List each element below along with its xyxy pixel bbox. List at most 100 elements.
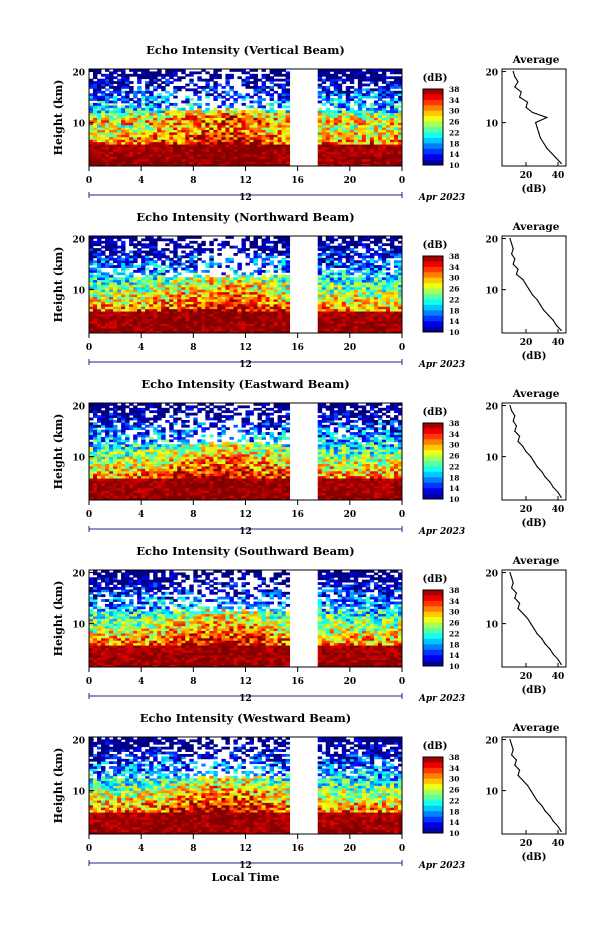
colorbar-swatch	[423, 138, 443, 144]
profile-point	[546, 117, 547, 118]
profile-point	[516, 759, 517, 760]
colorbar-swatch	[423, 100, 443, 106]
date-label: Apr 2023	[418, 360, 465, 370]
profile-point	[514, 598, 515, 599]
x-tick-label: 4	[138, 343, 144, 353]
chart-title: Echo Intensity (Westward Beam)	[140, 711, 351, 725]
profile-title: Average	[512, 54, 560, 66]
colorbar-swatch	[423, 327, 443, 333]
colorbar-swatch	[423, 105, 443, 111]
profile-point	[545, 476, 546, 477]
colorbar-swatch	[423, 757, 443, 763]
colorbar-swatch	[423, 784, 443, 790]
colorbar-swatch	[423, 762, 443, 768]
colorbar-swatch	[423, 310, 443, 316]
profile-point	[519, 603, 520, 604]
profile-x-label: (dB)	[522, 184, 547, 195]
date-label: Apr 2023	[418, 861, 465, 871]
x-tick-label: 4	[138, 677, 144, 687]
x-axis-label: Local Time	[212, 871, 280, 884]
profile-point	[561, 163, 562, 164]
profile-x-tick-label: 40	[552, 839, 565, 849]
x-tick-label: 8	[190, 510, 196, 520]
colorbar-swatch	[423, 817, 443, 823]
profile-point	[533, 628, 534, 629]
colorbar-tick-label: 22	[449, 796, 459, 805]
colorbar-swatch	[423, 612, 443, 618]
chart-title: Echo Intensity (Northward Beam)	[136, 210, 354, 224]
profile-point	[525, 107, 526, 108]
x-tick-label: 16	[291, 677, 304, 687]
colorbar-tick-label: 26	[449, 786, 459, 795]
colorbar-swatch	[423, 299, 443, 305]
profile-point	[525, 284, 526, 285]
x-tick-label: 4	[138, 510, 144, 520]
colorbar-swatch	[423, 822, 443, 828]
x-tick-label: 0	[86, 510, 92, 520]
colorbar-swatch	[423, 94, 443, 100]
y-axis-label: Height (km)	[52, 247, 65, 323]
profile-point	[514, 415, 515, 416]
profile-frame	[502, 570, 566, 667]
profile-x-label: (dB)	[522, 351, 547, 362]
profile-line	[510, 239, 561, 331]
colorbar-swatch	[423, 89, 443, 95]
profile-x-tick-label: 20	[520, 839, 533, 849]
x-tick-label: 12	[239, 844, 252, 854]
colorbar-swatch	[423, 278, 443, 284]
colorbar-tick-label: 38	[449, 419, 459, 428]
profile-point	[516, 592, 517, 593]
profile-point	[530, 456, 531, 457]
profile-point	[509, 238, 510, 239]
colorbar-tick-label: 10	[449, 829, 459, 838]
profile-point	[545, 643, 546, 644]
colorbar-swatch	[423, 779, 443, 785]
profile-frame	[502, 737, 566, 834]
profile-point	[517, 608, 518, 609]
chart-panel-1: Echo Intensity (Vertical Beam)2010Height…	[52, 43, 566, 203]
colorbar-swatch	[423, 461, 443, 467]
profile-line	[510, 740, 561, 832]
x-tick-label: 20	[344, 844, 357, 854]
colorbar-swatch	[423, 127, 443, 133]
profile-point	[541, 471, 542, 472]
profile-y-tick-label: 20	[485, 403, 498, 413]
colorbar-tick-label: 30	[449, 608, 459, 617]
profile-y-tick-label: 10	[485, 621, 498, 631]
chart-panel-2: Echo Intensity (Northward Beam)2010Heigh…	[52, 210, 566, 370]
colorbar-unit: (dB)	[423, 240, 448, 251]
profile-point	[540, 137, 541, 138]
profile-x-tick-label: 40	[552, 338, 565, 348]
profile-point	[533, 461, 534, 462]
colorbar-tick-label: 18	[449, 473, 459, 482]
profile-point	[514, 765, 515, 766]
x-tick-label: 8	[190, 677, 196, 687]
profile-y-tick-label: 10	[485, 120, 498, 130]
colorbar-swatch	[423, 160, 443, 166]
y-tick-label: 10	[72, 788, 85, 798]
x-tick-label: 16	[291, 510, 304, 520]
colorbar-tick-label: 14	[449, 150, 459, 159]
profile-frame	[502, 236, 566, 333]
x-tick-label: 12	[239, 510, 252, 520]
colorbar-swatch	[423, 111, 443, 117]
profile-point	[553, 487, 554, 488]
colorbar-swatch	[423, 472, 443, 478]
date-label: Apr 2023	[418, 694, 465, 704]
profile-point	[553, 654, 554, 655]
profile-y-tick-label: 20	[485, 570, 498, 580]
colorbar-tick-label: 30	[449, 441, 459, 450]
profile-y-tick-label: 10	[485, 454, 498, 464]
y-tick-label: 20	[72, 69, 85, 79]
colorbar-swatch	[423, 272, 443, 278]
date-label: Apr 2023	[418, 193, 465, 203]
profile-y-tick-label: 10	[485, 788, 498, 798]
profile-y-tick-label: 20	[485, 737, 498, 747]
colorbar-swatch	[423, 768, 443, 774]
colorbar-tick-label: 22	[449, 462, 459, 471]
chart-panel-4: Echo Intensity (Southward Beam)2010Heigh…	[52, 544, 566, 704]
profile-title: Average	[512, 555, 560, 567]
